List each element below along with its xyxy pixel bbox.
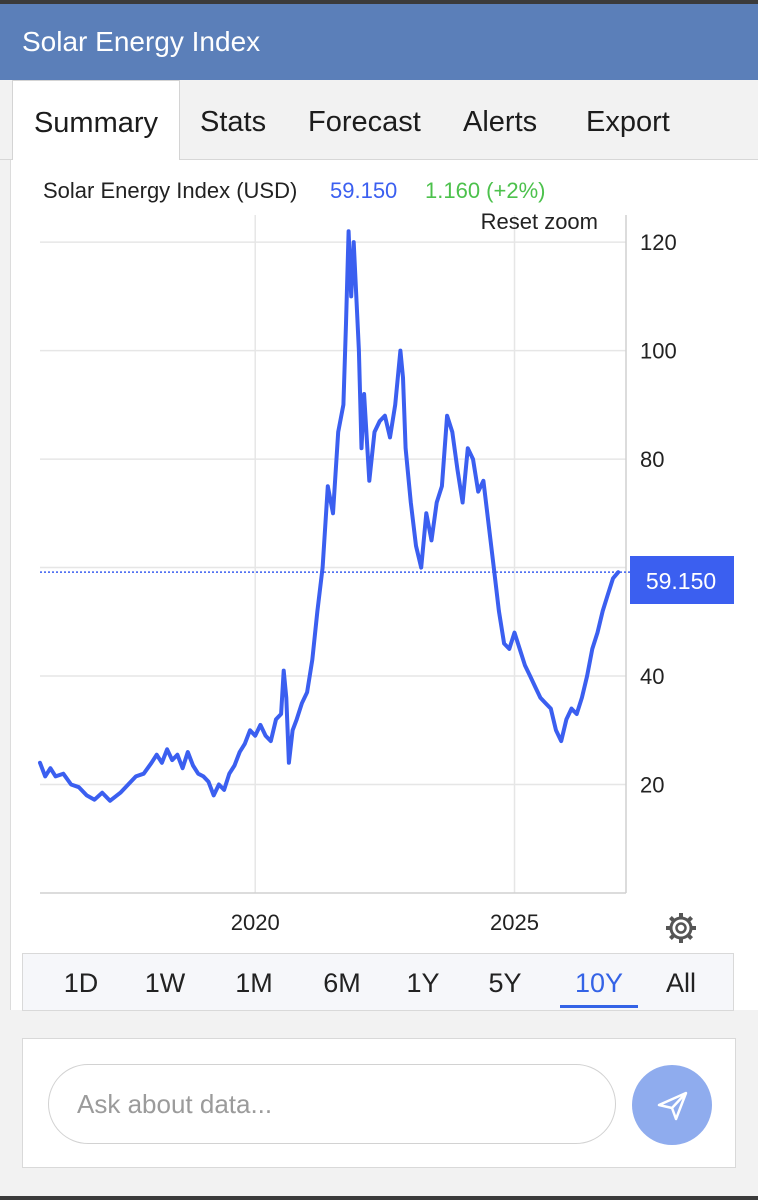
range-1m[interactable]: 1M: [235, 968, 273, 998]
chart-grid: [40, 215, 630, 894]
series-label: Solar Energy Index (USD): [43, 178, 297, 203]
tab-forecast[interactable]: Forecast: [308, 106, 421, 138]
reset-zoom-button[interactable]: Reset zoom: [481, 209, 598, 234]
range-1y[interactable]: 1Y: [406, 968, 440, 998]
ask-panel: [22, 1038, 736, 1168]
x-tick-label: 2025: [490, 910, 539, 935]
y-tick-label: 120: [640, 230, 677, 255]
change-value: 1.160 (+2%): [425, 178, 545, 203]
range-all[interactable]: All: [665, 968, 696, 998]
y-axis-ticks: 20 40 80 100 120: [640, 230, 677, 797]
y-tick-label: 80: [640, 447, 664, 472]
tab-stats[interactable]: Stats: [200, 106, 267, 138]
tab-bar: Summary Stats Forecast Alerts Export: [0, 80, 758, 162]
gear-icon[interactable]: [666, 913, 696, 943]
x-tick-label: 2020: [231, 910, 280, 935]
tab-summary[interactable]: Summary: [12, 80, 180, 162]
last-value: 59.150: [330, 178, 397, 203]
tab-export[interactable]: Export: [586, 106, 670, 138]
app-header: Solar Energy Index: [0, 0, 758, 80]
x-axis-ticks: 2020 2025: [231, 910, 539, 935]
range-1w[interactable]: 1W: [144, 968, 186, 998]
range-selector: 1D 1W 1M 6M 1Y 5Y 10Y All: [22, 953, 734, 1011]
y-tick-label: 20: [640, 773, 664, 798]
ask-input[interactable]: [48, 1064, 616, 1144]
price-chart[interactable]: Solar Energy Index (USD) 59.150 1.160 (+…: [0, 0, 758, 960]
y-tick-label: 40: [640, 664, 664, 689]
app-title: Solar Energy Index: [22, 26, 261, 57]
send-button[interactable]: [632, 1065, 712, 1145]
y-tick-label: 100: [640, 339, 677, 364]
price-tag-label: 59.150: [646, 568, 716, 594]
range-10y[interactable]: 10Y: [560, 954, 638, 1010]
tab-alerts[interactable]: Alerts: [463, 106, 538, 138]
bottom-edge: [0, 1196, 758, 1200]
range-5y[interactable]: 5Y: [488, 968, 522, 998]
series-line: [38, 229, 621, 803]
range-6m[interactable]: 6M: [323, 968, 361, 998]
price-tag: [630, 556, 734, 604]
send-arrow-icon: [657, 1091, 688, 1121]
range-1d[interactable]: 1D: [63, 968, 99, 998]
